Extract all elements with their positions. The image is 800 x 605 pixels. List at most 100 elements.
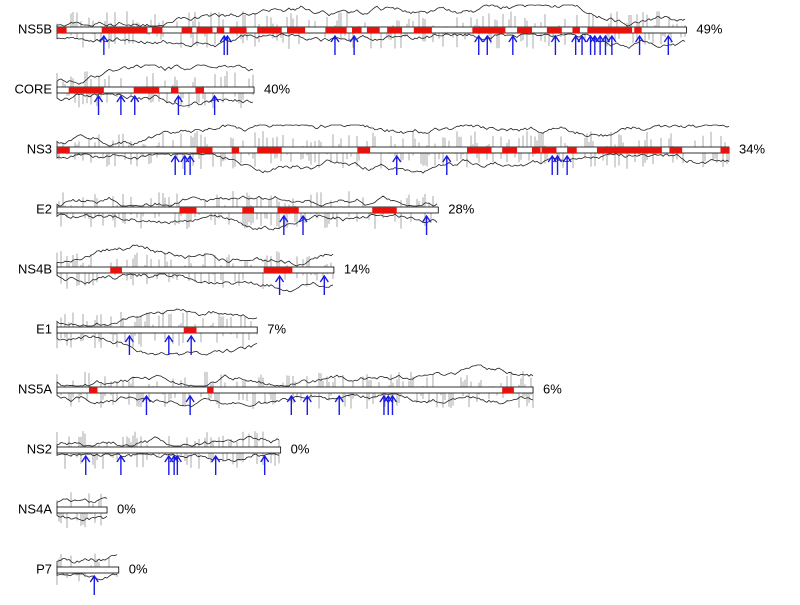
profile (56, 195, 438, 207)
arrow (349, 34, 359, 55)
arrow (334, 394, 344, 415)
arrow (421, 214, 432, 235)
arrow (330, 34, 340, 55)
segment (133, 87, 160, 93)
profile (56, 93, 254, 107)
segment (57, 147, 70, 153)
profile (56, 244, 334, 267)
arrow (116, 454, 126, 475)
track-bar (56, 326, 258, 334)
segment (57, 27, 67, 33)
segment (372, 207, 397, 213)
track: E2 28% (36, 191, 475, 235)
arrow (379, 394, 389, 415)
arrow (185, 154, 195, 175)
percent-label: 0% (291, 441, 310, 456)
track-label: P7 (36, 561, 52, 576)
arrow (116, 94, 126, 115)
percent-label: 28% (448, 201, 474, 216)
arrow (81, 454, 91, 475)
arrow (663, 34, 673, 55)
segment (277, 207, 299, 213)
track: NS5A 6% (18, 364, 562, 415)
arrow (173, 94, 183, 115)
arrow (552, 154, 563, 175)
arrow (279, 214, 289, 235)
arrow (387, 394, 398, 415)
segment (181, 27, 193, 33)
segment (179, 207, 197, 213)
track: CORE 40% (14, 64, 290, 115)
arrow (89, 574, 99, 595)
segment (720, 147, 730, 153)
arrow (482, 34, 492, 55)
profile (56, 497, 108, 507)
arrow (562, 154, 572, 175)
track-bar (56, 386, 534, 394)
arrow (302, 394, 312, 415)
segment (229, 27, 247, 33)
segment (151, 27, 163, 33)
arrow (275, 274, 285, 295)
arrow (577, 34, 587, 55)
segment (110, 267, 122, 273)
segment (325, 27, 347, 33)
arrow (170, 154, 180, 175)
arrow (508, 34, 518, 55)
arrow (186, 334, 196, 355)
profile (56, 364, 534, 387)
track: NS4B 14% (18, 244, 370, 295)
segment (196, 27, 213, 33)
track-bar (56, 506, 108, 514)
percent-label: 40% (264, 81, 290, 96)
segment (207, 387, 214, 393)
segment (257, 147, 282, 153)
segment (101, 27, 148, 33)
track-bar (56, 266, 335, 274)
segment (541, 147, 557, 153)
segment (546, 27, 562, 33)
track: NS5B 49% (18, 4, 723, 55)
percent-label: 7% (267, 321, 286, 336)
segment (88, 387, 98, 393)
track-label: NS5A (18, 381, 52, 396)
segment (572, 27, 580, 33)
profile (56, 213, 438, 231)
arrow (211, 454, 221, 475)
profile (56, 273, 334, 293)
profile (56, 393, 534, 408)
profile (56, 453, 280, 462)
arrow (99, 34, 109, 55)
segment (567, 147, 577, 153)
track-bar (56, 566, 120, 574)
arrow (260, 454, 270, 475)
arrow (634, 34, 645, 55)
arrow (141, 394, 152, 415)
segment (287, 27, 306, 33)
track-label: CORE (14, 81, 52, 96)
arrow (124, 334, 135, 355)
track-label: NS2 (27, 441, 52, 456)
arrow (383, 394, 393, 415)
segment (242, 207, 255, 213)
segment (183, 327, 197, 333)
arrow (392, 154, 402, 175)
segment (502, 147, 518, 153)
segment (634, 27, 642, 33)
arrow (607, 34, 617, 55)
segment (366, 27, 380, 33)
arrow (130, 94, 140, 115)
segment (263, 267, 293, 273)
percent-label: 0% (129, 561, 148, 576)
profile (56, 153, 730, 174)
arrow (185, 394, 195, 415)
track-label: NS3 (27, 141, 52, 156)
segment (531, 147, 541, 153)
segment (196, 147, 213, 153)
track: E1 7% (36, 308, 286, 356)
percent-label: 0% (117, 501, 136, 516)
segment (669, 147, 683, 153)
profile (56, 33, 686, 49)
track: NS4A 0% (18, 492, 136, 528)
